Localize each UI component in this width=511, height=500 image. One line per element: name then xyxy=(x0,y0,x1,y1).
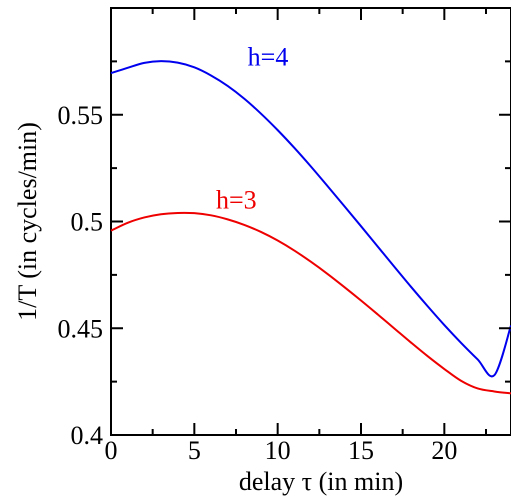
y-axis-label: 1/T (in cycles/min) xyxy=(13,122,42,321)
y-tick-label: 0.45 xyxy=(58,314,104,343)
series-label-2: h=3 xyxy=(216,186,257,215)
series-line-1 xyxy=(110,60,511,378)
x-tick-label: 20 xyxy=(431,436,457,465)
series-label-1: h=4 xyxy=(248,43,289,72)
y-tick-label: 0.5 xyxy=(71,208,104,237)
labels: 0 5 10 15 20 0.4 0.45 0.5 0.55 h=4 h=3 delay τ (in … xyxy=(13,43,457,496)
ticks xyxy=(110,8,511,436)
x-axis-label: delay τ (in min) xyxy=(239,467,403,496)
x-tick-label: 10 xyxy=(265,436,291,465)
y-tick-label: 0.55 xyxy=(58,101,104,130)
x-tick-label: 0 xyxy=(105,436,118,465)
series-line-2 xyxy=(110,211,511,395)
plot-border xyxy=(110,7,511,436)
y-tick-label: 0.4 xyxy=(71,421,104,450)
x-tick-label: 15 xyxy=(348,436,374,465)
curves xyxy=(110,60,511,395)
plot-frame xyxy=(110,7,511,436)
x-tick-label: 5 xyxy=(188,436,201,465)
